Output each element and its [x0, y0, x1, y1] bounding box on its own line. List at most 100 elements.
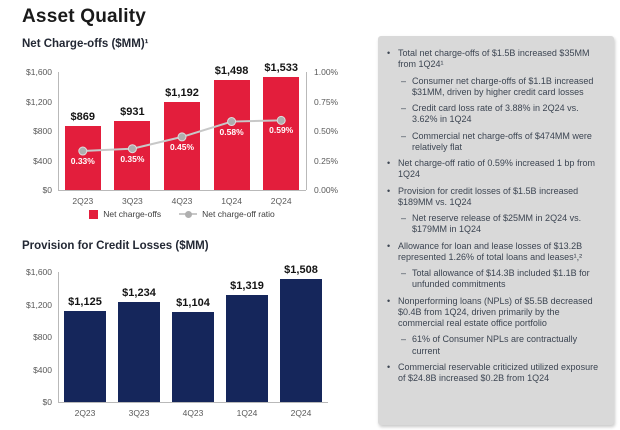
category-label: 1Q24 — [236, 408, 258, 418]
category-label: 2Q24 — [290, 408, 312, 418]
bar-value-label: $1,192 — [165, 87, 199, 100]
right-axis-line — [306, 72, 307, 190]
bullet-marker: • — [387, 361, 391, 372]
bullet-item: • Total net charge-offs of $1.5B increase… — [386, 48, 602, 71]
category-label: 4Q23 — [182, 408, 204, 418]
y-axis-line — [58, 72, 59, 190]
bullet-marker: – — [401, 130, 407, 141]
bar-value-label: $869 — [70, 110, 96, 123]
category-label: 3Q23 — [121, 196, 143, 206]
sub-bullet-item: – Net reserve release of $25MM in 2Q24 vs… — [386, 213, 602, 236]
category-label: 2Q23 — [74, 408, 96, 418]
bar — [213, 79, 250, 190]
secondary-axis-tick-label: 0.50% — [314, 126, 339, 136]
bullet-text: Net reserve release of $25MM in 2Q24 vs.… — [412, 213, 582, 235]
y-axis-tick-label: $800 — [33, 126, 52, 136]
sub-bullet-item: –61% of Consumer NPLs are contractually … — [386, 334, 602, 357]
bar — [114, 121, 151, 190]
category-label: 2Q23 — [72, 196, 94, 206]
bar — [226, 294, 268, 402]
y-axis-tick-label: $400 — [33, 155, 52, 166]
y-axis-tick-label: $1,600 — [26, 267, 52, 277]
legend-item: Net charge-offs — [89, 209, 161, 219]
bar-value-label: $1,319 — [230, 279, 264, 292]
commentary-panel: • Total net charge-offs of $1.5B increase… — [378, 36, 614, 425]
legend-label: Net charge-offs — [103, 209, 162, 219]
y-axis-tick-label: $0 — [42, 397, 52, 407]
y-axis-tick-label: $1,200 — [26, 96, 52, 107]
bullet-marker: • — [387, 295, 391, 306]
sub-bullet-item: – Consumer net charge-offs of $1.1B incre… — [386, 76, 602, 99]
x-axis-line — [58, 402, 328, 403]
bar — [280, 279, 322, 402]
bullet-marker: – — [401, 75, 407, 86]
net-charge-offs-chart-title: Net Charge-offs ($MM)¹ — [22, 38, 149, 50]
bar-value-label: $1,234 — [122, 286, 156, 299]
ratio-point-label: 0.33% — [70, 156, 95, 167]
bullet-text: Provision for credit losses of $1.5B inc… — [398, 185, 579, 207]
net-charge-offs-legend-swatch — [89, 209, 99, 219]
bullet-text: Total net charge-offs of $1.5B increased… — [398, 48, 590, 70]
bullet-marker: – — [401, 334, 407, 345]
ratio-marker-dot — [276, 115, 286, 125]
bullet-marker: • — [387, 158, 391, 168]
bullet-marker: – — [401, 103, 407, 113]
y-axis-tick-label: $0 — [42, 185, 52, 195]
bar-value-label: $931 — [120, 106, 145, 119]
bullet-text: Credit card loss rate of 3.88% in 2Q24 v… — [412, 103, 579, 125]
secondary-axis-tick-label: 0.75% — [314, 96, 339, 107]
bullet-text: Consumer net charge-offs of $1.1B increa… — [412, 75, 594, 97]
bullet-marker: – — [401, 268, 407, 278]
bullet-text: Nonperforming loans (NPLs) of $5.5B decr… — [398, 295, 593, 329]
provision-chart-title: Provision for Credit Losses ($MM) — [22, 240, 209, 252]
ratio-marker-dot — [227, 117, 237, 127]
bar-value-label: $1,125 — [68, 295, 102, 308]
page-title: Asset Quality — [22, 6, 147, 27]
sub-bullet-item: – Total allowance of $14.3B included $1.1… — [386, 268, 602, 291]
ratio-point-label: 0.35% — [120, 153, 145, 164]
y-axis-tick-label: $1,200 — [26, 299, 52, 310]
ratio-legend-dot — [184, 210, 192, 218]
ratio-legend-marker — [179, 210, 198, 219]
sub-bullet-item: – Commercial net charge-offs of $474MM we… — [386, 131, 602, 154]
bullet-marker: • — [387, 48, 391, 58]
bullet-item: • Provision for credit losses of $1.5B in… — [386, 186, 602, 209]
ratio-point-label: 0.45% — [169, 141, 195, 152]
bar — [64, 310, 106, 402]
secondary-axis-tick-label: 1.00% — [314, 67, 339, 77]
secondary-axis-tick-label: 0.25% — [314, 155, 339, 166]
ratio-marker-dot — [177, 132, 187, 142]
ratio-marker-dot — [127, 144, 137, 154]
bullet-marker: – — [401, 213, 407, 223]
category-label: 1Q24 — [221, 196, 242, 206]
x-axis-line — [58, 190, 306, 191]
y-axis-tick-label: $800 — [33, 332, 52, 342]
ratio-line — [78, 115, 286, 156]
bullet-marker: • — [387, 185, 391, 196]
bar — [118, 301, 160, 402]
bullet-marker: • — [387, 240, 391, 251]
bullet-item: • Allowance for loan and lease losses of … — [386, 241, 602, 264]
bullet-text: 61% of Consumer NPLs are contractually c… — [412, 334, 578, 356]
sub-bullet-item: – Credit card loss rate of 3.88% in 2Q24 … — [386, 103, 602, 126]
bullet-text: Total allowance of $14.3B included $1.1B… — [412, 268, 590, 290]
legend-item: Net charge-off ratio — [179, 209, 275, 219]
ratio-point-label: 0.58% — [219, 126, 244, 137]
bar-value-label: $1,498 — [214, 64, 249, 77]
chart-legend: Net charge-offs Net charge-off ratio — [58, 209, 306, 219]
y-axis-line — [58, 272, 59, 402]
bullet-item: • Commercial reservable criticized utiliz… — [386, 362, 602, 385]
bullet-text: Net charge-off ratio of 0.59% increased … — [398, 158, 595, 180]
ratio-point-label: 0.59% — [269, 125, 294, 136]
bullet-text: Commercial net charge-offs of $474MM wer… — [412, 130, 592, 152]
bar — [263, 76, 300, 190]
ratio-marker-dot — [78, 146, 88, 156]
bullet-text: Allowance for loan and lease losses of $… — [398, 240, 583, 262]
secondary-axis-tick-label: 0.00% — [314, 185, 339, 195]
bar-value-label: $1,104 — [176, 297, 210, 310]
legend-label: Net charge-off ratio — [202, 209, 275, 219]
bar — [172, 312, 214, 402]
bullet-item: • Nonperforming loans (NPLs) of $5.5B dec… — [386, 296, 602, 330]
bullet-text: Commercial reservable criticized utilize… — [398, 361, 599, 383]
